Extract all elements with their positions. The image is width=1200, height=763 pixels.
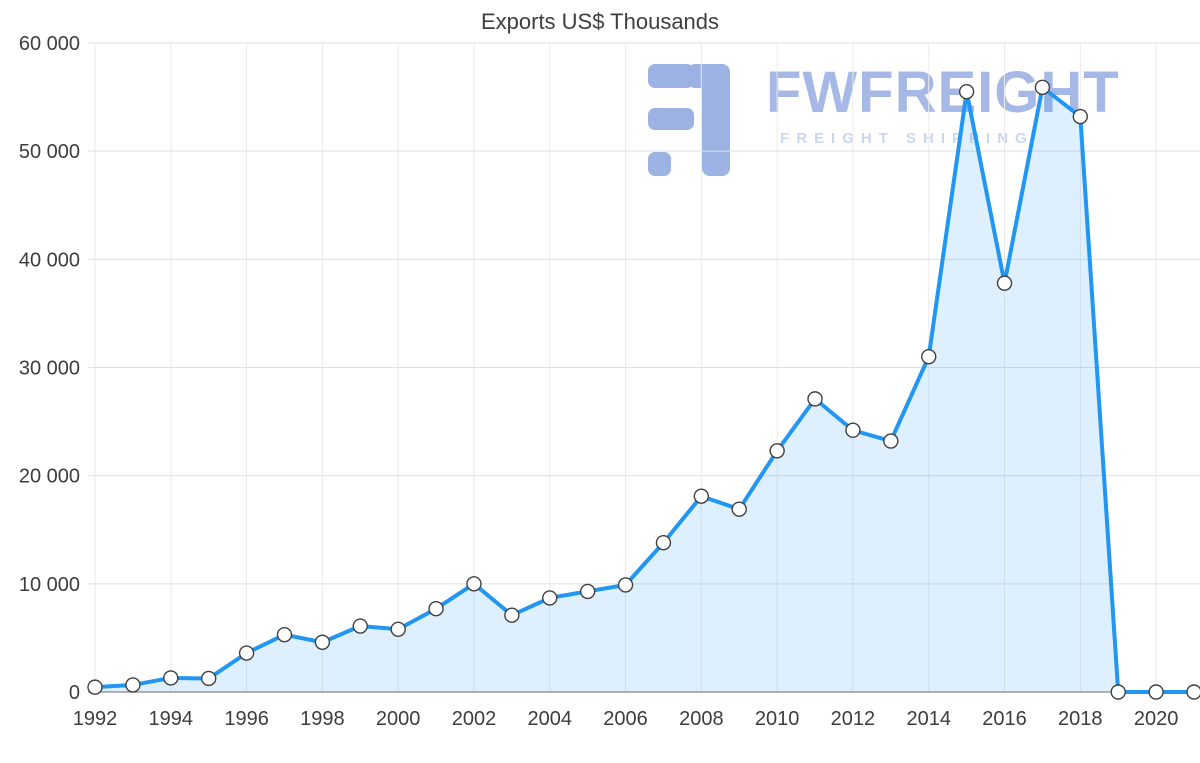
svg-text:2014: 2014 xyxy=(906,708,951,730)
svg-text:2010: 2010 xyxy=(755,708,800,730)
svg-text:2016: 2016 xyxy=(982,708,1027,730)
svg-text:50 000: 50 000 xyxy=(19,141,80,163)
svg-text:2012: 2012 xyxy=(831,708,876,730)
svg-text:60 000: 60 000 xyxy=(19,33,80,55)
watermark: FWFREIGHT FREIGHT SHIPPING xyxy=(648,64,1120,178)
svg-text:30 000: 30 000 xyxy=(19,358,80,380)
svg-text:1994: 1994 xyxy=(149,708,194,730)
svg-text:1996: 1996 xyxy=(224,708,269,730)
svg-text:2000: 2000 xyxy=(376,708,421,730)
svg-text:40 000: 40 000 xyxy=(19,249,80,271)
watermark-text: FWFREIGHT FREIGHT SHIPPING xyxy=(766,60,1120,148)
svg-text:2008: 2008 xyxy=(679,708,724,730)
svg-text:2018: 2018 xyxy=(1058,708,1103,730)
watermark-brand: FWFREIGHT xyxy=(766,60,1120,125)
svg-text:2020: 2020 xyxy=(1134,708,1179,730)
fwfreight-logo-icon xyxy=(648,64,730,176)
svg-text:1998: 1998 xyxy=(300,708,345,730)
svg-text:2002: 2002 xyxy=(452,708,497,730)
svg-text:2004: 2004 xyxy=(528,708,573,730)
svg-text:2006: 2006 xyxy=(603,708,648,730)
svg-text:1992: 1992 xyxy=(73,708,118,730)
svg-text:20 000: 20 000 xyxy=(19,466,80,488)
chart-title: Exports US$ Thousands xyxy=(480,9,720,34)
svg-text:0: 0 xyxy=(69,682,80,704)
watermark-tagline: FREIGHT SHIPPING xyxy=(780,130,1034,147)
svg-text:10 000: 10 000 xyxy=(19,574,80,596)
